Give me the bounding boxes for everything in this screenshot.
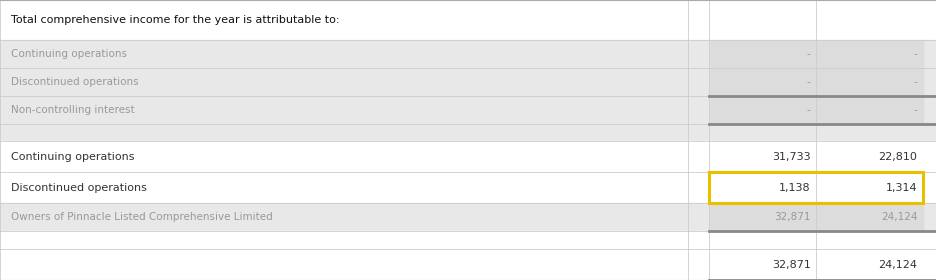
Bar	[709, 0, 816, 40]
Bar	[709, 203, 816, 231]
Bar	[688, 124, 709, 141]
Bar	[688, 141, 709, 172]
Bar	[688, 203, 709, 231]
Bar	[709, 96, 816, 124]
Text: 24,124: 24,124	[881, 212, 917, 222]
Bar	[0, 68, 936, 96]
Text: 1,138: 1,138	[779, 183, 811, 193]
Bar	[816, 249, 923, 280]
Text: -: -	[807, 49, 811, 59]
Bar	[688, 249, 709, 280]
Bar	[0, 203, 936, 231]
Bar	[816, 172, 923, 203]
Bar	[0, 249, 936, 280]
Bar	[688, 40, 709, 68]
Text: 1,314: 1,314	[885, 183, 917, 193]
Bar	[709, 40, 816, 68]
Bar	[688, 68, 709, 96]
Bar	[709, 249, 816, 280]
Bar	[816, 40, 923, 68]
Bar	[709, 68, 816, 96]
Bar	[688, 172, 709, 203]
Bar	[709, 141, 816, 172]
Bar	[816, 203, 923, 231]
Bar	[816, 141, 923, 172]
Bar	[688, 231, 709, 249]
Text: Owners of Pinnacle Listed Comprehensive Limited: Owners of Pinnacle Listed Comprehensive …	[11, 212, 273, 222]
Text: 32,871: 32,871	[771, 260, 811, 270]
Bar	[816, 68, 923, 96]
Text: -: -	[807, 105, 811, 115]
Bar	[0, 231, 936, 249]
Text: -: -	[914, 77, 917, 87]
Text: Continuing operations: Continuing operations	[11, 152, 135, 162]
Bar	[0, 172, 936, 203]
Bar	[688, 96, 709, 124]
Text: -: -	[914, 49, 917, 59]
Text: Total comprehensive income for the year is attributable to:: Total comprehensive income for the year …	[11, 15, 340, 25]
Text: 32,871: 32,871	[774, 212, 811, 222]
Text: Continuing operations: Continuing operations	[11, 49, 127, 59]
Bar	[0, 0, 936, 40]
Bar	[816, 0, 923, 40]
Bar	[688, 0, 709, 40]
Text: Discontinued operations: Discontinued operations	[11, 183, 147, 193]
Bar	[0, 141, 936, 172]
Text: -: -	[914, 105, 917, 115]
Bar	[0, 96, 936, 124]
Bar	[816, 124, 923, 141]
Bar	[0, 124, 936, 141]
Text: -: -	[807, 77, 811, 87]
Bar	[0, 40, 936, 68]
Text: Non-controlling interest: Non-controlling interest	[11, 105, 135, 115]
Bar	[816, 96, 923, 124]
Text: 22,810: 22,810	[878, 152, 917, 162]
Text: 24,124: 24,124	[878, 260, 917, 270]
Bar	[709, 231, 816, 249]
Bar	[816, 231, 923, 249]
Text: Discontinued operations: Discontinued operations	[11, 77, 139, 87]
Bar	[709, 124, 816, 141]
Text: 31,733: 31,733	[772, 152, 811, 162]
Bar	[709, 172, 816, 203]
